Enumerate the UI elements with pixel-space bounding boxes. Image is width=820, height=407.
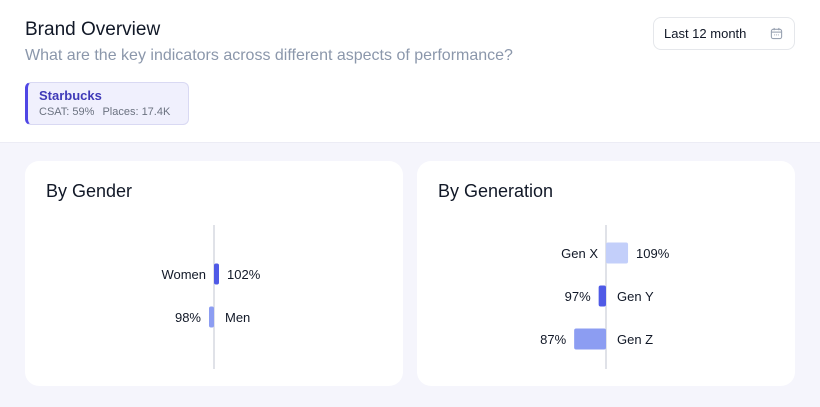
gender-chart: Women 102% Men 98% bbox=[161, 225, 261, 369]
page-title: Brand Overview bbox=[25, 19, 161, 40]
brand-chip-starbucks[interactable]: Starbucks CSAT: 59% Places: 17.4K bbox=[25, 82, 189, 125]
generation-chart: Gen X 109% Gen Y 97% Gen Z 87% bbox=[540, 225, 670, 369]
category-label: Men bbox=[225, 310, 250, 325]
brand-places: Places: 17.4K bbox=[102, 106, 171, 118]
generation-card: By Generation Gen X 109% Gen Y 97% Gen Z 87% bbox=[417, 161, 795, 386]
value-label: 87% bbox=[540, 332, 566, 347]
value-label: 97% bbox=[565, 289, 591, 304]
page-subtitle: What are the key indicators across diffe… bbox=[25, 47, 513, 64]
brand-meta: CSAT: 59% Places: 17.4K bbox=[39, 106, 188, 118]
date-range-label: Last 12 month bbox=[664, 26, 747, 41]
date-range-select[interactable]: Last 12 month bbox=[653, 17, 795, 50]
value-label: 98% bbox=[175, 310, 201, 325]
value-label: 102% bbox=[227, 267, 261, 282]
bar-gen-y[interactable] bbox=[598, 285, 606, 307]
category-label: Women bbox=[161, 267, 206, 282]
header: Brand Overview What are the key indicato… bbox=[0, 0, 820, 142]
gender-card: By Gender Women 102% Men 98% bbox=[25, 161, 403, 386]
bar-gen-x[interactable] bbox=[606, 242, 629, 264]
value-label: 109% bbox=[636, 246, 670, 261]
bar-gen-z[interactable] bbox=[574, 328, 606, 350]
brand-name: Starbucks bbox=[39, 88, 102, 103]
generation-card-title: By Generation bbox=[438, 181, 554, 201]
brand-csat: CSAT: 59% bbox=[39, 106, 95, 118]
category-label: Gen X bbox=[561, 246, 598, 261]
category-label: Gen Y bbox=[617, 289, 654, 304]
category-label: Gen Z bbox=[617, 332, 653, 347]
gender-card-title: By Gender bbox=[46, 181, 133, 201]
content-area: By Gender Women 102% Men 98% By Generation … bbox=[0, 142, 820, 407]
bar-women[interactable] bbox=[214, 263, 219, 285]
calendar-icon bbox=[770, 27, 783, 40]
bar-men[interactable] bbox=[209, 306, 214, 328]
